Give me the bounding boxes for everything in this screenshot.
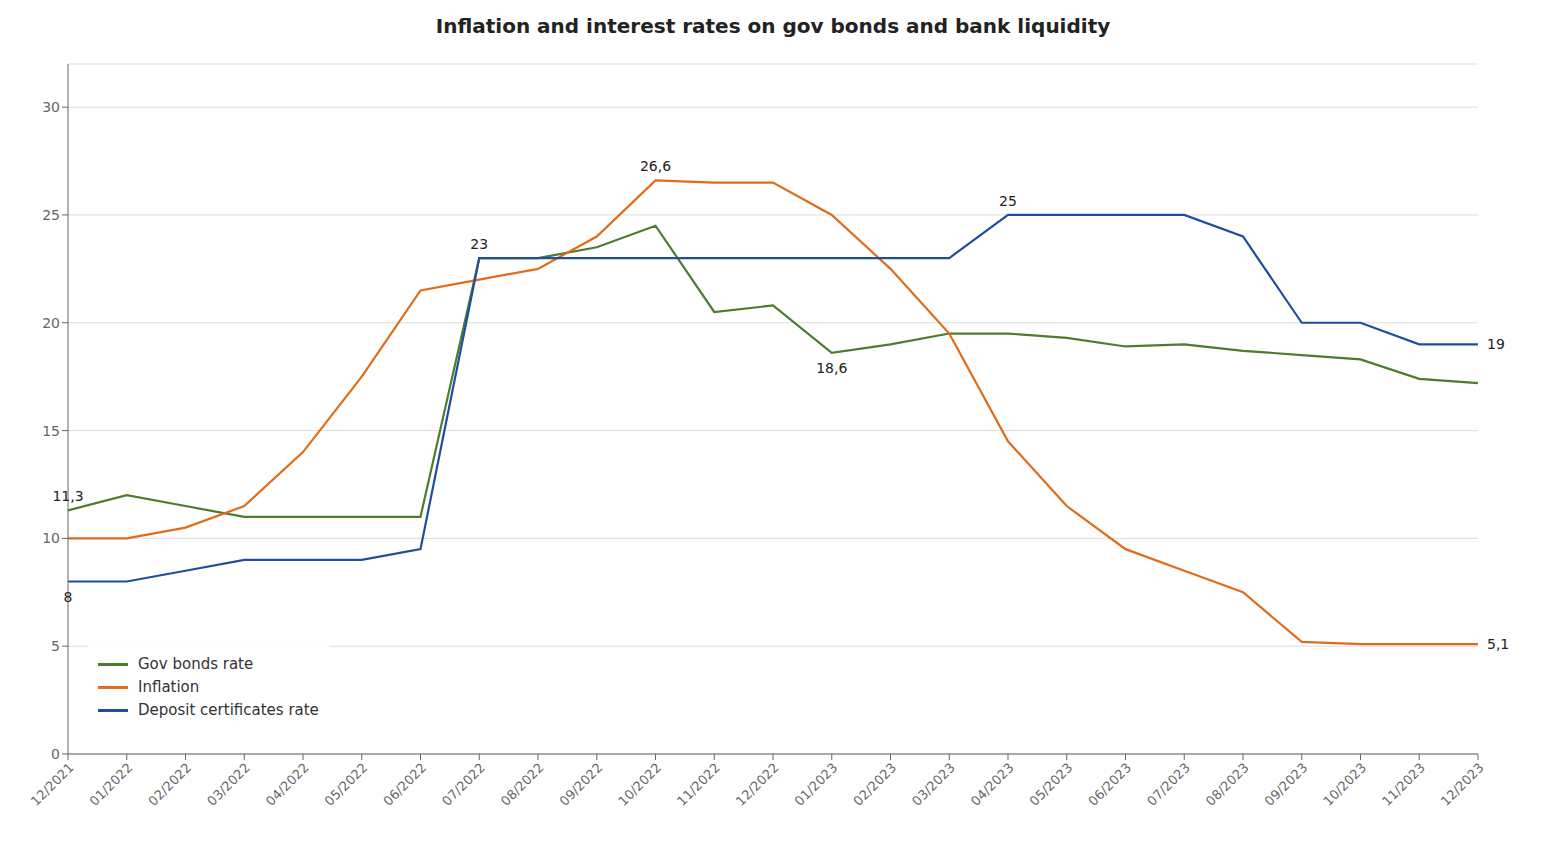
svg-text:10/2022: 10/2022 bbox=[615, 760, 664, 809]
svg-text:30: 30 bbox=[42, 99, 60, 115]
svg-text:06/2022: 06/2022 bbox=[380, 760, 429, 809]
svg-text:5: 5 bbox=[51, 638, 60, 654]
svg-text:05/2022: 05/2022 bbox=[322, 760, 371, 809]
svg-text:02/2022: 02/2022 bbox=[145, 760, 194, 809]
svg-text:03/2023: 03/2023 bbox=[909, 760, 958, 809]
svg-text:12/2023: 12/2023 bbox=[1438, 760, 1487, 809]
svg-text:01/2023: 01/2023 bbox=[792, 760, 841, 809]
svg-text:20: 20 bbox=[42, 315, 60, 331]
svg-text:11/2023: 11/2023 bbox=[1379, 760, 1428, 809]
svg-text:05/2023: 05/2023 bbox=[1027, 760, 1076, 809]
svg-text:09/2023: 09/2023 bbox=[1262, 760, 1311, 809]
svg-text:08/2023: 08/2023 bbox=[1203, 760, 1252, 809]
html-text:Deposit certificates rate: Deposit certificates rate bbox=[138, 701, 319, 719]
svg-text:07/2023: 07/2023 bbox=[1144, 760, 1193, 809]
svg-text:5,1: 5,1 bbox=[1487, 636, 1509, 652]
svg-text:09/2022: 09/2022 bbox=[557, 760, 606, 809]
svg-text:03/2022: 03/2022 bbox=[204, 760, 253, 809]
svg-text:0: 0 bbox=[51, 746, 60, 762]
svg-text:25: 25 bbox=[42, 207, 60, 223]
svg-text:26,6: 26,6 bbox=[640, 158, 671, 174]
svg-text:25: 25 bbox=[999, 193, 1017, 209]
svg-text:19: 19 bbox=[1487, 336, 1505, 352]
svg-text:15: 15 bbox=[42, 423, 60, 439]
svg-text:10/2023: 10/2023 bbox=[1320, 760, 1369, 809]
svg-text:8: 8 bbox=[64, 589, 73, 605]
svg-text:07/2022: 07/2022 bbox=[439, 760, 488, 809]
svg-text:11,3: 11,3 bbox=[52, 488, 83, 504]
html-text:Inflation: Inflation bbox=[138, 678, 200, 696]
svg-text:04/2022: 04/2022 bbox=[263, 760, 312, 809]
svg-text:01/2022: 01/2022 bbox=[87, 760, 136, 809]
svg-text:08/2022: 08/2022 bbox=[498, 760, 547, 809]
svg-text:12/2022: 12/2022 bbox=[733, 760, 782, 809]
svg-text:02/2023: 02/2023 bbox=[850, 760, 899, 809]
svg-text:06/2023: 06/2023 bbox=[1085, 760, 1134, 809]
svg-text:04/2023: 04/2023 bbox=[968, 760, 1017, 809]
svg-text:23: 23 bbox=[470, 236, 488, 252]
svg-text:11/2022: 11/2022 bbox=[674, 760, 723, 809]
svg-text:18,6: 18,6 bbox=[816, 360, 847, 376]
svg-text:10: 10 bbox=[42, 530, 60, 546]
svg-text:12/2021: 12/2021 bbox=[28, 760, 77, 809]
html-text:Gov bonds rate: Gov bonds rate bbox=[138, 655, 254, 673]
html-text:Inflation and interest rates o: Inflation and interest rates on gov bond… bbox=[435, 14, 1111, 38]
